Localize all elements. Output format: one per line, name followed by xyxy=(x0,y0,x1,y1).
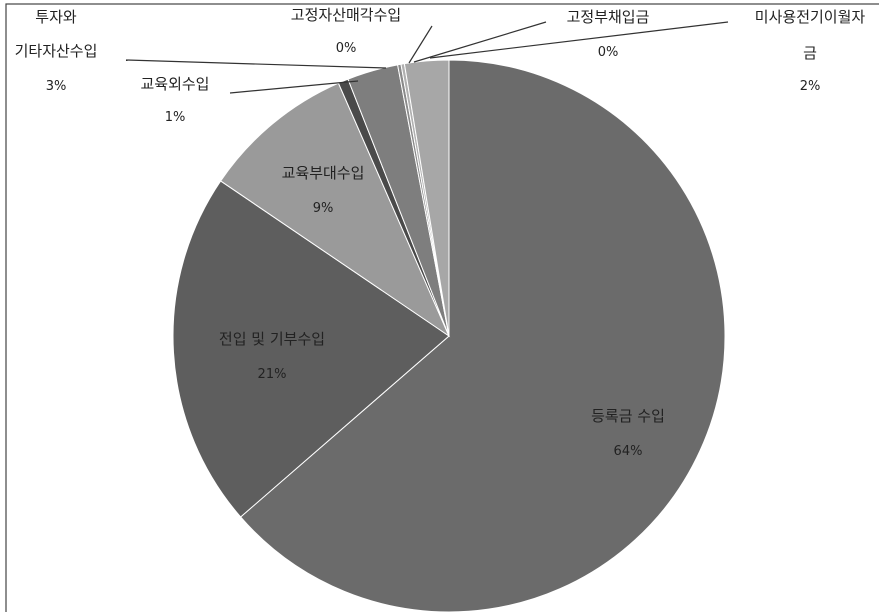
leader-line-고정부채입금 xyxy=(413,21,547,63)
pie-slice-전입-및-기부수입 xyxy=(172,180,450,518)
percent-label-전입-및-기부수입: 21% xyxy=(258,367,287,382)
leader-line-투자와-기타자산수입 xyxy=(125,59,387,69)
leader-lines xyxy=(125,21,729,94)
slice-label-투자와-기타자산수입-line2: 기타자산수입 xyxy=(15,42,98,60)
percent-label-교육부대수입: 9% xyxy=(313,201,334,216)
slice-label-교육부대수입: 교육부대수입 xyxy=(282,164,365,182)
slice-label-전입-및-기부수입: 전입 및 기부수입 xyxy=(219,330,325,348)
percent-label-미사용전기이월자금: 2% xyxy=(800,79,821,94)
percent-label-고정자산매각수입: 0% xyxy=(336,41,357,56)
pie-slice-등록금-수입 xyxy=(239,59,726,612)
leader-line-고정자산매각수입 xyxy=(408,25,433,64)
slice-label-교육외수입: 교육외수입 xyxy=(140,75,209,93)
slice-label-미사용전기이월자금: 미사용전기이월자 xyxy=(755,8,866,26)
slice-label-투자와-기타자산수입: 투자와 xyxy=(35,8,77,26)
slice-labels: 등록금 수입 64% 전입 및 기부수입 21% 교육부대수입 9% 교육외수입 1% 투자와기… xyxy=(15,6,866,459)
slice-label-등록금-수입: 등록금 수입 xyxy=(591,407,665,425)
leader-line-교육외수입 xyxy=(229,80,359,94)
percent-label-투자와-기타자산수입: 3% xyxy=(46,79,67,94)
pie-slice-교육부대수입 xyxy=(219,82,451,338)
percent-label-고정부채입금: 0% xyxy=(598,45,619,60)
leader-line-미사용전기이월자금 xyxy=(429,21,729,59)
slice-label-미사용전기이월자금-line2: 금 xyxy=(803,44,817,62)
slice-label-고정부채입금: 고정부채입금 xyxy=(567,8,650,26)
percent-label-등록금-수입: 64% xyxy=(614,444,643,459)
pie-slices xyxy=(172,59,726,612)
pie-slice-미사용전기이월자금 xyxy=(403,59,450,337)
percent-label-교육외수입: 1% xyxy=(165,110,186,125)
slice-label-고정자산매각수입: 고정자산매각수입 xyxy=(291,6,401,24)
